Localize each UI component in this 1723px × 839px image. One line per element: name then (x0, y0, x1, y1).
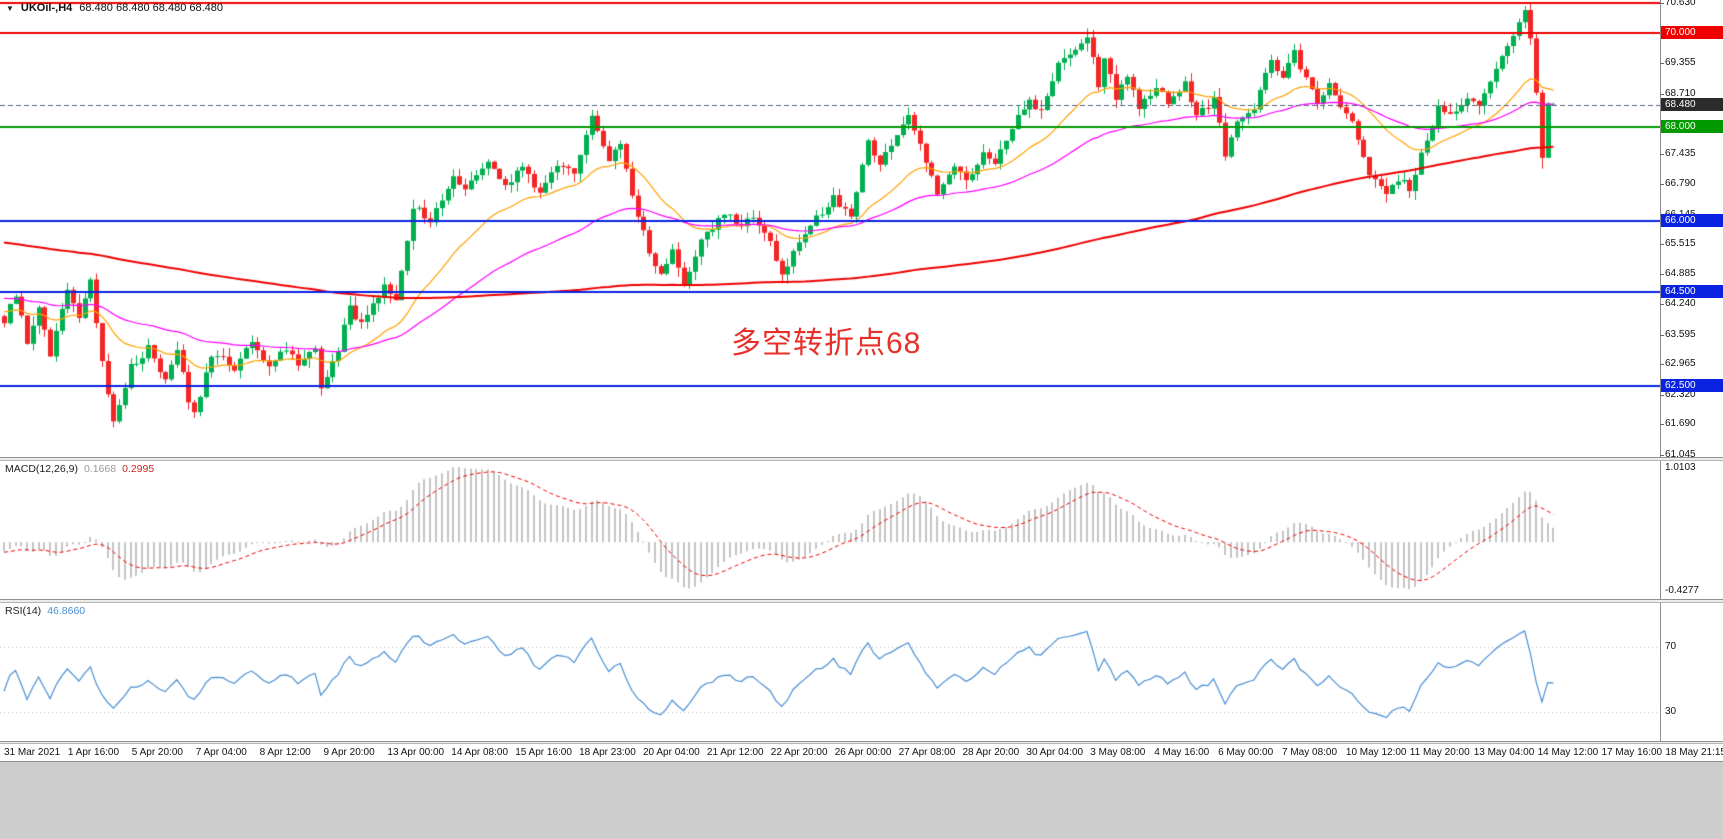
price-tick-label: 63.595 (1665, 328, 1696, 340)
price-tick-label: 62.965 (1665, 358, 1696, 370)
price-axis-tickmark (1660, 335, 1664, 336)
price-level-badge: 64.500 (1661, 285, 1723, 299)
price-axis-tickmark (1660, 304, 1664, 305)
time-axis-label: 28 Apr 20:00 (962, 747, 1020, 758)
time-axis-label: 31 Mar 2021 (4, 747, 61, 758)
chart-title: ▼ UKOil-,H4 68.480 68.480 68.480 68.480 (6, 2, 223, 14)
price-tick-label: 66.790 (1665, 178, 1696, 190)
rsi-indicator-canvas[interactable] (0, 603, 1660, 741)
price-tick-label: 68.710 (1665, 87, 1696, 99)
time-axis-label: 10 May 12:00 (1345, 747, 1407, 758)
time-axis-label: 6 May 00:00 (1218, 747, 1274, 758)
price-tick-label: 65.515 (1665, 238, 1696, 250)
rsi-header: RSI(14) 46.8660 (5, 605, 85, 617)
time-axis-label: 7 May 08:00 (1282, 747, 1338, 758)
time-axis[interactable]: 31 Mar 2021 1 Apr 16:00 5 Apr 20:00 7 Apr 0… (0, 744, 1723, 761)
price-tick-label: 61.690 (1665, 418, 1696, 430)
time-axis-label: 14 Apr 08:00 (451, 747, 509, 758)
price-tick-label: 64.885 (1665, 267, 1696, 279)
time-axis-label: 26 Apr 00:00 (834, 747, 892, 758)
price-tick-label: 67.435 (1665, 147, 1696, 159)
price-axis-tickmark (1660, 364, 1664, 365)
macd-main-value: 0.1668 (83, 463, 117, 475)
price-tick-label: 64.240 (1665, 298, 1696, 310)
panel-splitter[interactable] (0, 741, 1723, 744)
price-tick-label: 69.355 (1665, 57, 1696, 69)
chart-annotation-text[interactable]: 多空转折点68 (731, 327, 922, 360)
rsi-value: 46.8660 (47, 605, 86, 617)
price-axis-tickmark (1660, 94, 1664, 95)
price-level-badge: 68.000 (1661, 120, 1723, 134)
time-axis-label: 18 May 21:15 (1665, 747, 1723, 758)
time-axis-label: 20 Apr 04:00 (643, 747, 700, 758)
macd-signal-value: 0.2995 (122, 463, 155, 475)
time-axis-label: 11 May 20:00 (1409, 747, 1470, 758)
time-axis-label: 18 Apr 23:00 (579, 747, 636, 758)
window-bottom-strip (0, 761, 1723, 839)
time-axis-label: 14 May 12:00 (1537, 747, 1599, 758)
price-axis-tickmark (1660, 274, 1664, 275)
price-tick-label: 62.320 (1665, 388, 1696, 400)
price-tick-label: 61.045 (1665, 448, 1696, 460)
rsi-level-70-label: 70 (1665, 641, 1677, 652)
price-tick-label: 70.630 (1665, 0, 1696, 9)
macd-axis-min-label: -0.4277 (1665, 585, 1699, 596)
price-axis-tickmark (1660, 3, 1664, 4)
symbol-dropdown-triangle-icon[interactable]: ▼ (6, 3, 14, 13)
price-axis-tickmark (1660, 424, 1664, 425)
rsi-label: RSI(14) (5, 605, 42, 617)
time-axis-label: 4 May 16:00 (1154, 747, 1210, 758)
time-axis-label: 15 Apr 16:00 (515, 747, 572, 758)
time-axis-label: 22 Apr 20:00 (770, 747, 828, 758)
price-axis-separator (1660, 0, 1661, 744)
price-axis-tickmark (1660, 154, 1664, 155)
price-tick-label: 66.145 (1665, 209, 1696, 220)
price-level-badge: 62.500 (1661, 379, 1723, 393)
time-axis-label: 3 May 08:00 (1090, 747, 1146, 758)
panel-splitter[interactable] (0, 457, 1723, 461)
time-axis-label: 17 May 16:00 (1601, 747, 1663, 758)
macd-indicator-canvas[interactable] (0, 461, 1660, 599)
time-axis-label: 5 Apr 20:00 (131, 747, 183, 758)
price-axis-tickmark (1660, 184, 1664, 185)
time-axis-label: 9 Apr 20:00 (323, 747, 375, 758)
candlestick-chart-canvas[interactable] (0, 0, 1660, 457)
time-axis-label: 27 Apr 08:00 (898, 747, 956, 758)
price-axis-tickmark (1660, 455, 1664, 456)
time-axis-label: 1 Apr 16:00 (67, 747, 120, 758)
time-axis-label: 30 Apr 04:00 (1026, 747, 1084, 758)
price-level-badge: 68.480 (1661, 97, 1723, 111)
ohlc-values-label: 68.480 68.480 68.480 68.480 (79, 2, 224, 14)
macd-header: MACD(12,26,9) 0.1668 0.2995 (5, 463, 154, 475)
price-axis-tickmark (1660, 395, 1664, 396)
price-level-badge: 70.000 (1661, 25, 1723, 39)
panel-splitter[interactable] (0, 599, 1723, 603)
time-axis-label: 8 Apr 12:00 (259, 747, 311, 758)
macd-axis-max-label: 1.0103 (1665, 462, 1696, 473)
price-axis-tickmark (1660, 63, 1664, 64)
price-axis-tickmark (1660, 244, 1664, 245)
rsi-level-30-label: 30 (1665, 706, 1677, 717)
symbol-timeframe-label: UKOil-,H4 (20, 2, 73, 14)
price-level-badge: 66.000 (1661, 214, 1723, 228)
time-axis-label: 21 Apr 12:00 (706, 747, 764, 758)
time-axis-label: 7 Apr 04:00 (195, 747, 247, 758)
time-axis-label: 13 May 04:00 (1473, 747, 1535, 758)
time-axis-label: 13 Apr 00:00 (387, 747, 445, 758)
macd-label: MACD(12,26,9) (5, 463, 78, 475)
